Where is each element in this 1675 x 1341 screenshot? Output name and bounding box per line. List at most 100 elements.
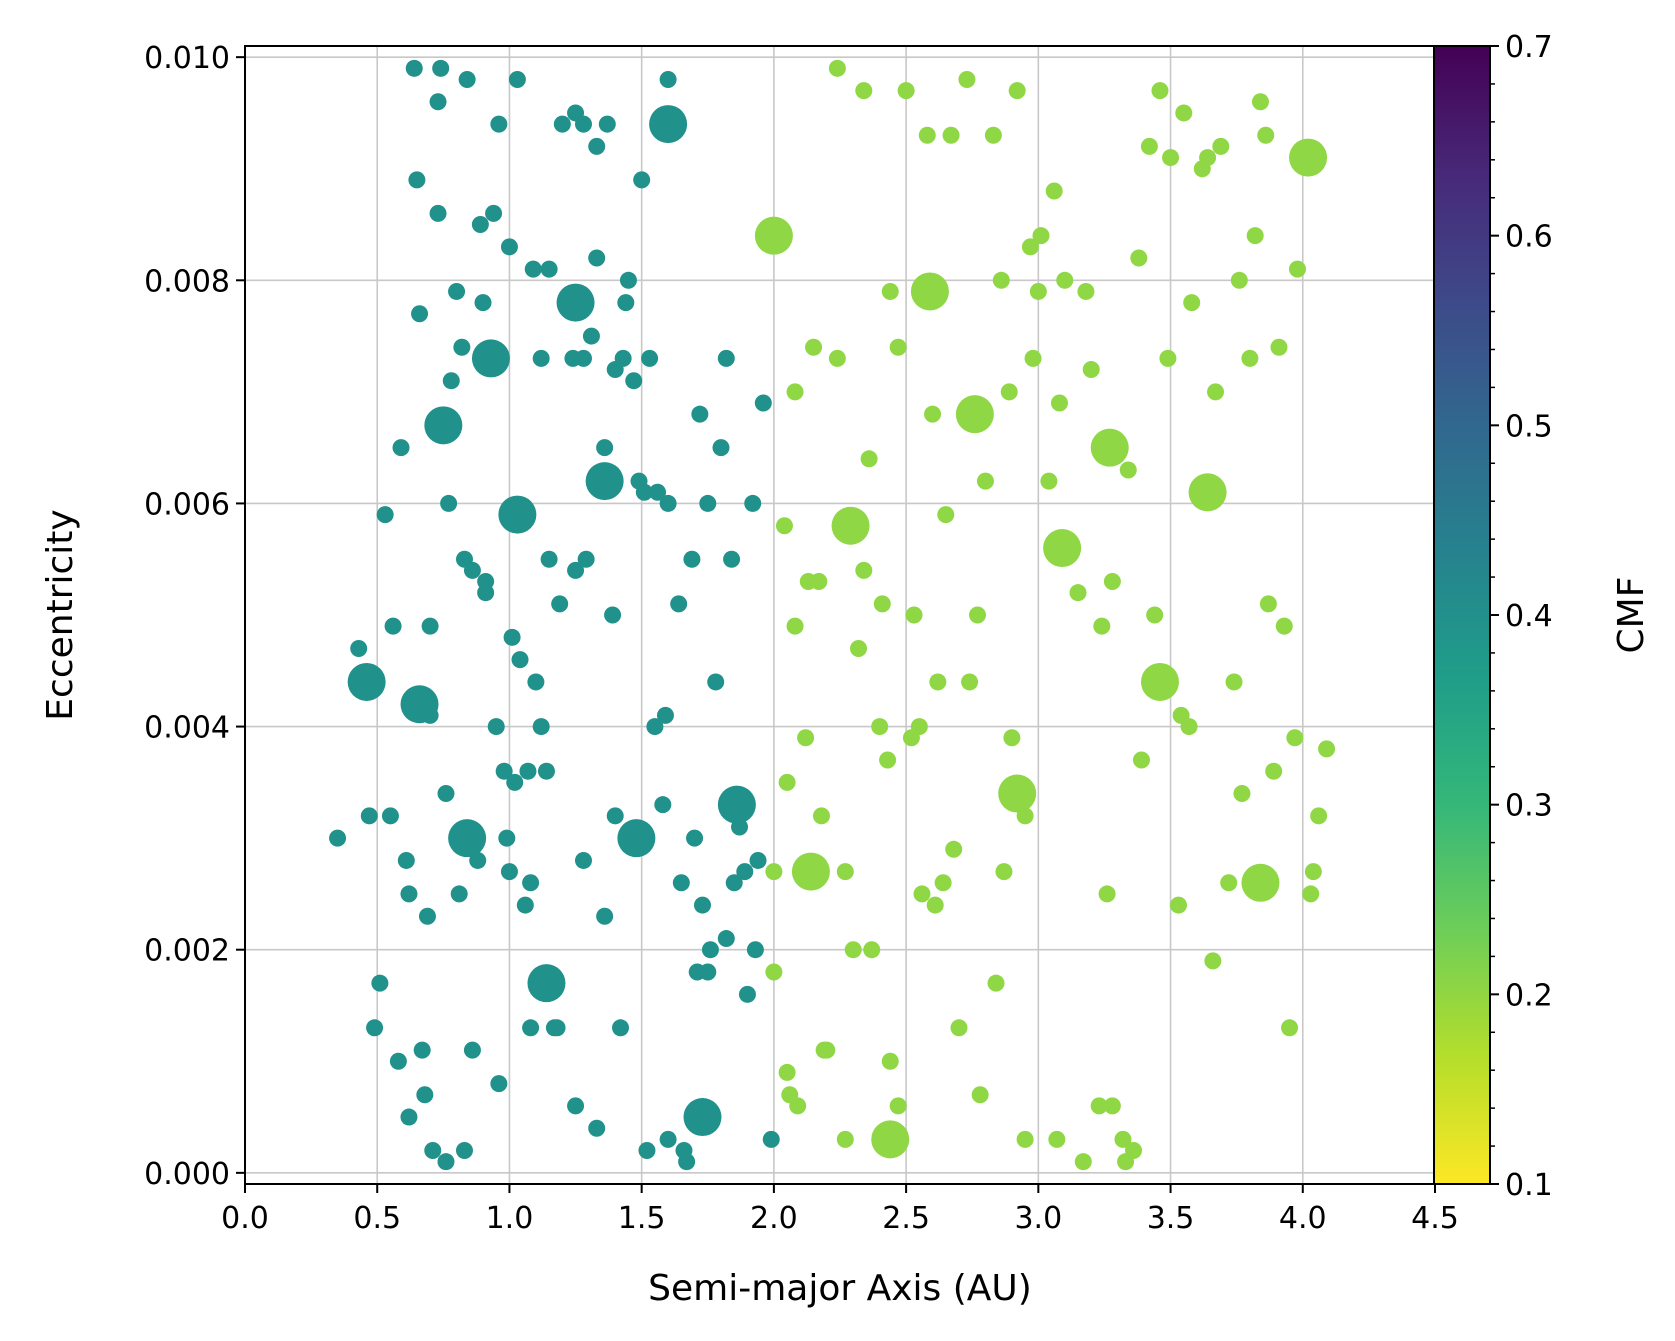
data-point-small [1175,104,1193,122]
x-tick-label: 0.5 [353,1201,401,1236]
data-point-small [633,171,651,189]
data-point-small [400,885,418,903]
data-point-small [789,1097,807,1115]
data-point-large [1043,529,1082,568]
data-point-small [1114,1130,1132,1148]
data-point-small [818,1041,836,1059]
data-point-small [381,807,399,825]
data-point-small [828,349,846,367]
data-point-small [577,550,595,568]
data-point-large [910,272,949,311]
data-point-large [424,406,463,445]
data-point-small [1207,383,1225,401]
data-point-small [442,372,460,390]
data-point-small [1318,740,1336,758]
data-point-small [366,1019,384,1037]
data-point-small [649,483,667,501]
data-point-small [458,70,476,88]
colorbar-tick-label: 0.7 [1505,30,1553,65]
data-point-small [416,1086,434,1104]
data-point-small [654,796,672,814]
data-point-small [567,1097,585,1115]
data-point-small [659,494,677,512]
data-point-small [532,718,550,736]
data-point-small [902,729,920,747]
data-point-small [1098,885,1116,903]
data-point-small [1146,606,1164,624]
data-point-large [1289,138,1328,177]
data-point-small [699,494,717,512]
data-point-small [1288,260,1306,278]
data-point-small [540,550,558,568]
data-point-small [950,1019,968,1037]
data-point-small [614,349,632,367]
data-point-small [971,1086,989,1104]
data-point-small [574,115,592,133]
data-point-small [984,126,1002,144]
data-point-small [1275,617,1293,635]
data-point-large [871,1120,910,1159]
data-point-small [942,126,960,144]
data-point-small [992,271,1010,289]
data-point-small [1183,294,1201,312]
data-point-large [585,462,624,501]
x-tick-label: 3.5 [1147,1201,1195,1236]
data-point-small [897,82,915,100]
data-point-small [638,1142,656,1160]
data-point-small [392,439,410,457]
data-point-small [746,941,764,959]
data-point-small [469,851,487,869]
data-point-small [508,70,526,88]
data-point-small [1220,874,1238,892]
data-point-small [717,349,735,367]
data-point-small [463,1041,481,1059]
data-point-small [934,874,952,892]
data-point-small [606,807,624,825]
data-point-small [786,617,804,635]
data-point-small [1151,82,1169,100]
data-point-small [1132,751,1150,769]
data-point-small [723,550,741,568]
data-point-large [1140,662,1179,701]
data-point-small [812,807,830,825]
data-point-small [437,1153,455,1171]
data-point-small [1074,1153,1092,1171]
data-point-small [1233,785,1251,803]
x-tick-label: 0.0 [221,1201,269,1236]
data-point-small [455,1142,473,1160]
data-point-small [1103,1097,1121,1115]
data-point-small [329,829,347,847]
data-point-small [540,260,558,278]
data-point-small [1259,595,1277,613]
data-point-small [1077,282,1095,300]
data-point-small [699,963,717,981]
data-point-small [490,1075,508,1093]
data-point-small [873,595,891,613]
colorbar-tick-label: 0.2 [1505,978,1553,1013]
data-point-small [588,137,606,155]
data-point-small [551,595,569,613]
data-point-small [1199,149,1217,167]
data-point-small [612,1019,630,1037]
data-point-small [1003,729,1021,747]
data-point-small [432,59,450,77]
y-axis-label: Eccentricity [40,509,81,720]
colorbar-tick-label: 0.6 [1505,220,1553,255]
data-point-small [1021,238,1039,256]
data-point-small [1050,394,1068,412]
data-point-small [1032,227,1050,245]
data-point-small [1082,361,1100,379]
data-points [329,59,1336,1171]
data-point-small [532,349,550,367]
data-point-large [448,819,487,858]
data-point-small [987,974,1005,992]
data-point-small [1103,573,1121,591]
data-point-small [477,584,495,602]
data-point-small [440,494,458,512]
data-point-small [1056,271,1074,289]
data-point-small [905,606,923,624]
colorbar-label: CMF [1611,577,1652,654]
data-point-small [397,851,415,869]
data-point-small [828,59,846,77]
data-point-large [998,774,1037,813]
